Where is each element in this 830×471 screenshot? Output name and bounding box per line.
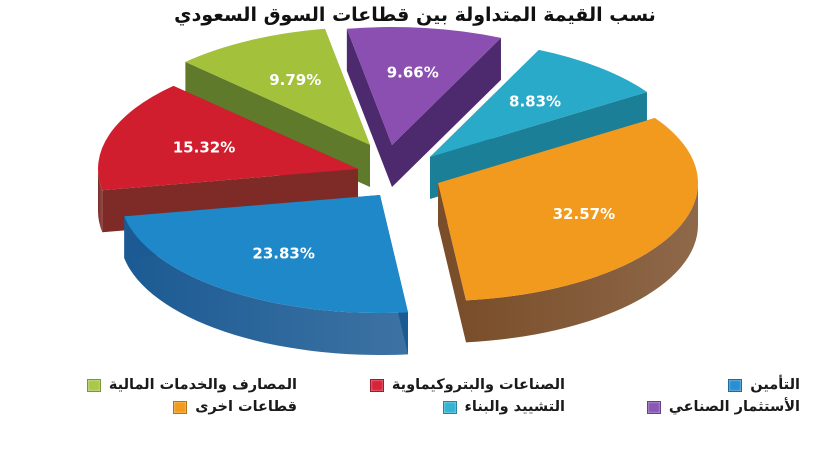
slice-value-label: 8.83% [509, 93, 561, 111]
legend-item-insurance: التأمين [565, 377, 800, 393]
slice-value-label: 9.79% [269, 71, 321, 89]
pie-slice [346, 26, 501, 188]
legend-swatch-icon [86, 378, 101, 392]
legend: التأمين الصناعات والبتروكيماوية المصارف … [30, 374, 800, 418]
pie-slice [124, 195, 409, 355]
legend-row-1: التأمين الصناعات والبتروكيماوية المصارف … [30, 374, 800, 396]
legend-item-banks: المصارف والخدمات المالية [30, 377, 297, 393]
legend-item-other-sectors: قطاعات اخرى [30, 399, 297, 415]
slice-value-label: 15.32% [173, 138, 235, 156]
legend-swatch-icon [728, 378, 743, 392]
chart-title: نسب القيمة المتداولة بين قطاعات السوق ال… [174, 4, 656, 26]
legend-swatch-icon [646, 400, 661, 414]
legend-item-petrochemical: الصناعات والبتروكيماوية [297, 377, 565, 393]
legend-swatch-icon [173, 400, 188, 414]
pie-slice [438, 117, 698, 343]
slice-value-label: 32.57% [553, 205, 615, 223]
slice-value-label: 23.83% [252, 245, 314, 263]
pie-labels: 9.66% 9.79% 8.83% 15.32% 32.57% 23.83% [173, 63, 615, 262]
pie-chart: 9.66% 9.79% 8.83% 15.32% 32.57% 23.83% [97, 26, 698, 355]
legend-label: التأمين [750, 377, 800, 393]
legend-label: المصارف والخدمات المالية [108, 377, 297, 393]
legend-item-industrial-investment: الأستثمار الصناعي [565, 399, 800, 415]
slice-value-label: 9.66% [387, 63, 439, 81]
legend-swatch-icon [369, 378, 384, 392]
legend-label: الأستثمار الصناعي [668, 399, 800, 415]
legend-label: التشييد والبناء [464, 399, 565, 415]
legend-row-2: الأستثمار الصناعي التشييد والبناء قطاعات… [30, 396, 800, 418]
legend-label: قطاعات اخرى [195, 399, 297, 415]
pie-sides [97, 26, 698, 355]
legend-swatch-icon [442, 400, 457, 414]
legend-label: الصناعات والبتروكيماوية [391, 377, 565, 393]
legend-item-construction: التشييد والبناء [297, 399, 565, 415]
